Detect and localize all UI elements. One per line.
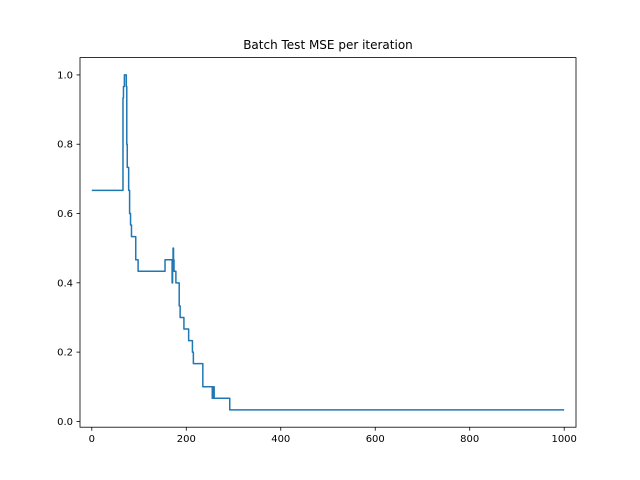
y-tick-label: 0.0 — [57, 417, 73, 428]
x-tick-label: 800 — [460, 434, 479, 445]
series-line — [91, 74, 565, 411]
axes-frame — [79, 57, 577, 428]
plot-area — [91, 74, 565, 411]
x-tick-label: 600 — [366, 434, 385, 445]
x-tick-label: 400 — [271, 434, 290, 445]
y-tick-label: 0.2 — [57, 348, 73, 359]
y-tick-label: 0.4 — [57, 278, 73, 289]
x-tick-label: 200 — [177, 434, 196, 445]
x-axis: 0 200 400 600 800 1000 — [89, 427, 577, 445]
x-tick-label: 1000 — [551, 434, 576, 445]
y-axis: 0.0 0.2 0.4 0.6 0.8 1.0 — [57, 70, 80, 428]
y-tick-label: 0.6 — [57, 209, 73, 220]
x-tick-label: 0 — [89, 434, 95, 445]
y-tick-label: 0.8 — [57, 140, 73, 151]
y-tick-label: 1.0 — [57, 70, 73, 81]
chart-title: Batch Test MSE per iteration — [243, 38, 413, 52]
